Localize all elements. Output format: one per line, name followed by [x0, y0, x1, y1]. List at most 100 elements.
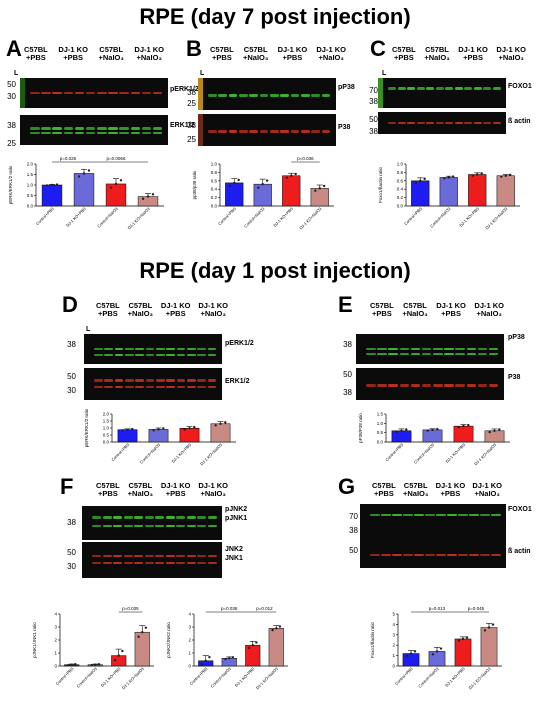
- figure-title-day1: RPE (day 1 post injection): [139, 258, 411, 283]
- label-e-pp38: pP38: [508, 334, 525, 341]
- blot-band: [208, 94, 217, 97]
- blot-band: [458, 513, 468, 516]
- mw-b-2: 25: [187, 99, 196, 108]
- blot-band: [152, 91, 163, 94]
- x-tick-label: Control+PBS: [188, 666, 208, 686]
- blot-band: [425, 553, 435, 557]
- y-tick-label: 0.5: [27, 193, 34, 198]
- blot-band: [388, 347, 398, 350]
- mw-a-2: 30: [7, 92, 16, 101]
- bar: [402, 653, 420, 667]
- blot-band: [94, 385, 103, 389]
- blot-band: [114, 379, 124, 382]
- data-point: [193, 425, 196, 429]
- data-point: [462, 424, 465, 428]
- data-point: [157, 428, 160, 431]
- data-point: [504, 174, 507, 177]
- blot-band: [370, 553, 380, 557]
- y-axis-label: pJNK1/JNK1 ratio: [32, 622, 37, 658]
- blot-band: [145, 353, 155, 356]
- data-point: [461, 637, 465, 641]
- blot-band: [63, 91, 74, 94]
- blot-band: [197, 347, 207, 350]
- header-lane-2: C57BL +NaIO₃: [242, 45, 269, 62]
- y-tick-label: 3: [188, 625, 191, 630]
- blot-band: [397, 121, 406, 125]
- blot-e-pp38: [356, 334, 504, 364]
- blot-band: [102, 561, 112, 565]
- panel-letter-d: D: [62, 292, 78, 317]
- data-point: [141, 631, 144, 634]
- data-point: [443, 177, 446, 180]
- y-tick-label: 1.5: [103, 419, 110, 424]
- y-tick-label: 2: [188, 638, 191, 643]
- data-point: [255, 641, 258, 644]
- blot-band: [113, 554, 122, 558]
- pvalue-label: p=0.036: [297, 156, 314, 161]
- bar: [117, 429, 138, 443]
- pvalue-label: p=0.012: [256, 606, 273, 611]
- label-b-p38: P38: [338, 124, 351, 131]
- data-point: [419, 179, 422, 182]
- data-point: [447, 176, 450, 179]
- ladder-label-b: L: [200, 70, 205, 77]
- data-point: [423, 177, 426, 180]
- blot-band: [85, 127, 96, 130]
- header-lane-4: DJ-1 KO +NaIO₃: [474, 301, 504, 318]
- blot-band: [144, 554, 154, 558]
- y-tick-label: 0.6: [397, 178, 404, 183]
- blot-band: [94, 353, 103, 356]
- blot-band: [207, 516, 217, 519]
- header-lane-2: C57BL +NaIO₃: [424, 45, 450, 62]
- blot-band: [74, 91, 85, 94]
- blot-band: [454, 121, 463, 125]
- y-axis-label: Foxo1/ßactin ratio: [370, 621, 375, 658]
- blot-band: [445, 121, 453, 125]
- y-tick-label: 0.2: [397, 195, 404, 200]
- y-tick-label: 4: [392, 622, 395, 627]
- blot-band: [125, 379, 134, 382]
- data-point: [290, 174, 293, 177]
- blot-band: [134, 516, 143, 519]
- data-point: [491, 623, 495, 626]
- mw-g-3: 50: [349, 546, 358, 555]
- blot-band: [144, 524, 154, 528]
- blot-band: [113, 524, 122, 528]
- blot-band: [114, 353, 124, 356]
- mw-e-3: 38: [343, 388, 352, 397]
- blot-band: [469, 553, 479, 557]
- blot-band: [290, 94, 300, 97]
- header-lane-1: C57BL +PBS: [96, 301, 120, 318]
- data-point: [228, 657, 231, 660]
- x-tick-label: Control+NaIO3: [243, 206, 266, 229]
- bar: [391, 430, 412, 443]
- data-point: [395, 430, 398, 434]
- blot-band: [134, 561, 143, 565]
- data-point: [493, 429, 496, 432]
- data-point: [82, 172, 86, 175]
- blot-band: [444, 352, 454, 356]
- x-tick-label: Control+PBS: [35, 206, 55, 226]
- blot-band: [141, 127, 152, 130]
- blot-band: [152, 127, 163, 130]
- y-tick-label: 0: [188, 664, 191, 669]
- header-lane-3: DJ-1 KO +PBS: [435, 481, 466, 498]
- blot-b-p38: [198, 114, 336, 146]
- blot-band: [492, 121, 501, 125]
- data-point: [126, 428, 129, 431]
- data-point: [144, 626, 148, 629]
- blot-band: [488, 352, 499, 356]
- y-tick-label: 0.5: [103, 433, 110, 438]
- data-point: [471, 174, 475, 177]
- x-tick-label: DJ-1 KO+PBS: [272, 206, 294, 228]
- data-point: [435, 650, 439, 653]
- blot-band: [155, 516, 164, 519]
- x-tick-label: Control+PBS: [403, 206, 423, 226]
- data-point: [162, 427, 165, 430]
- blot-band: [94, 347, 103, 350]
- panel-letter-f: F: [60, 474, 74, 499]
- blot-band: [176, 554, 185, 558]
- data-point: [426, 429, 429, 432]
- label-b-pp38: pP38: [338, 84, 355, 91]
- blot-band: [130, 131, 141, 134]
